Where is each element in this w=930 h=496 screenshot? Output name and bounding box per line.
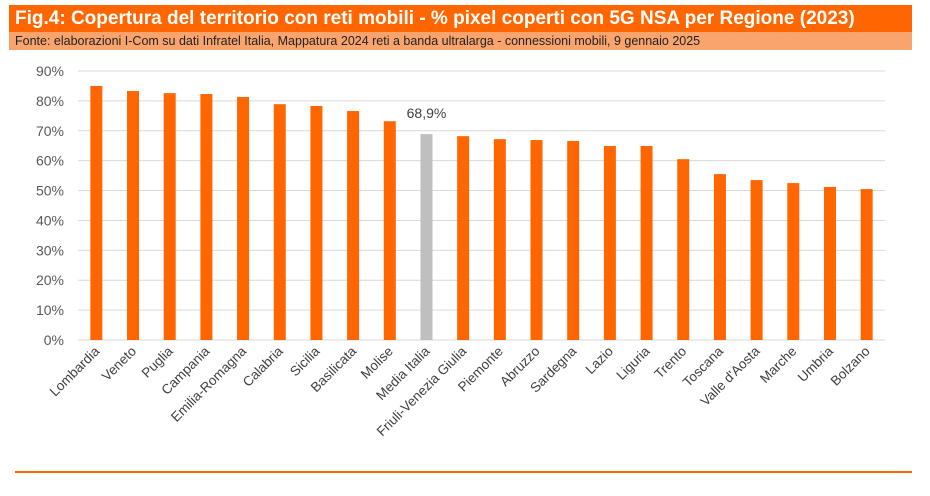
bar: [493, 139, 506, 340]
x-tick-label: Lombardia: [47, 343, 103, 399]
y-tick-label: 0%: [44, 332, 64, 348]
bar: [567, 140, 580, 340]
bar: [383, 121, 396, 340]
bar: [127, 91, 140, 340]
y-tick-label: 20%: [36, 272, 64, 288]
bar: [90, 85, 103, 340]
y-tick-label: 60%: [36, 153, 64, 169]
bar: [603, 146, 616, 340]
bar: [530, 140, 543, 340]
x-tick-label: Liguria: [613, 343, 653, 383]
y-tick-label: 40%: [36, 212, 64, 228]
bar: [237, 97, 250, 341]
data-label: 68,9%: [407, 105, 447, 121]
bar: [200, 94, 213, 341]
bar: [163, 93, 176, 341]
y-tick-label: 70%: [36, 123, 64, 139]
x-tick-label: Bolzano: [828, 344, 873, 389]
x-tick-label: Veneto: [99, 344, 139, 384]
bar: [713, 174, 726, 340]
y-tick-label: 10%: [36, 302, 64, 318]
bar: [677, 159, 690, 340]
bottom-divider: [15, 471, 912, 473]
bar: [640, 146, 653, 340]
y-tick-label: 80%: [36, 93, 64, 109]
figure-title: Fig.4: Copertura del territorio con reti…: [9, 5, 912, 32]
x-tick-label: Calabria: [240, 343, 287, 390]
x-tick-label: Lazio: [583, 344, 616, 377]
bar: [347, 111, 360, 340]
y-tick-label: 30%: [36, 242, 64, 258]
bar: [750, 180, 763, 340]
bar: [823, 186, 836, 340]
source-note: Fonte: elaborazioni I-Com su dati Infrat…: [9, 32, 912, 50]
y-tick-label: 50%: [36, 183, 64, 199]
bar: [787, 183, 800, 340]
bar: [273, 104, 286, 340]
bar: [420, 134, 433, 340]
bar: [457, 136, 470, 340]
bar: [860, 189, 873, 340]
y-tick-label: 90%: [36, 63, 64, 79]
x-tick-label: Marche: [757, 344, 799, 386]
bar: [310, 105, 323, 340]
